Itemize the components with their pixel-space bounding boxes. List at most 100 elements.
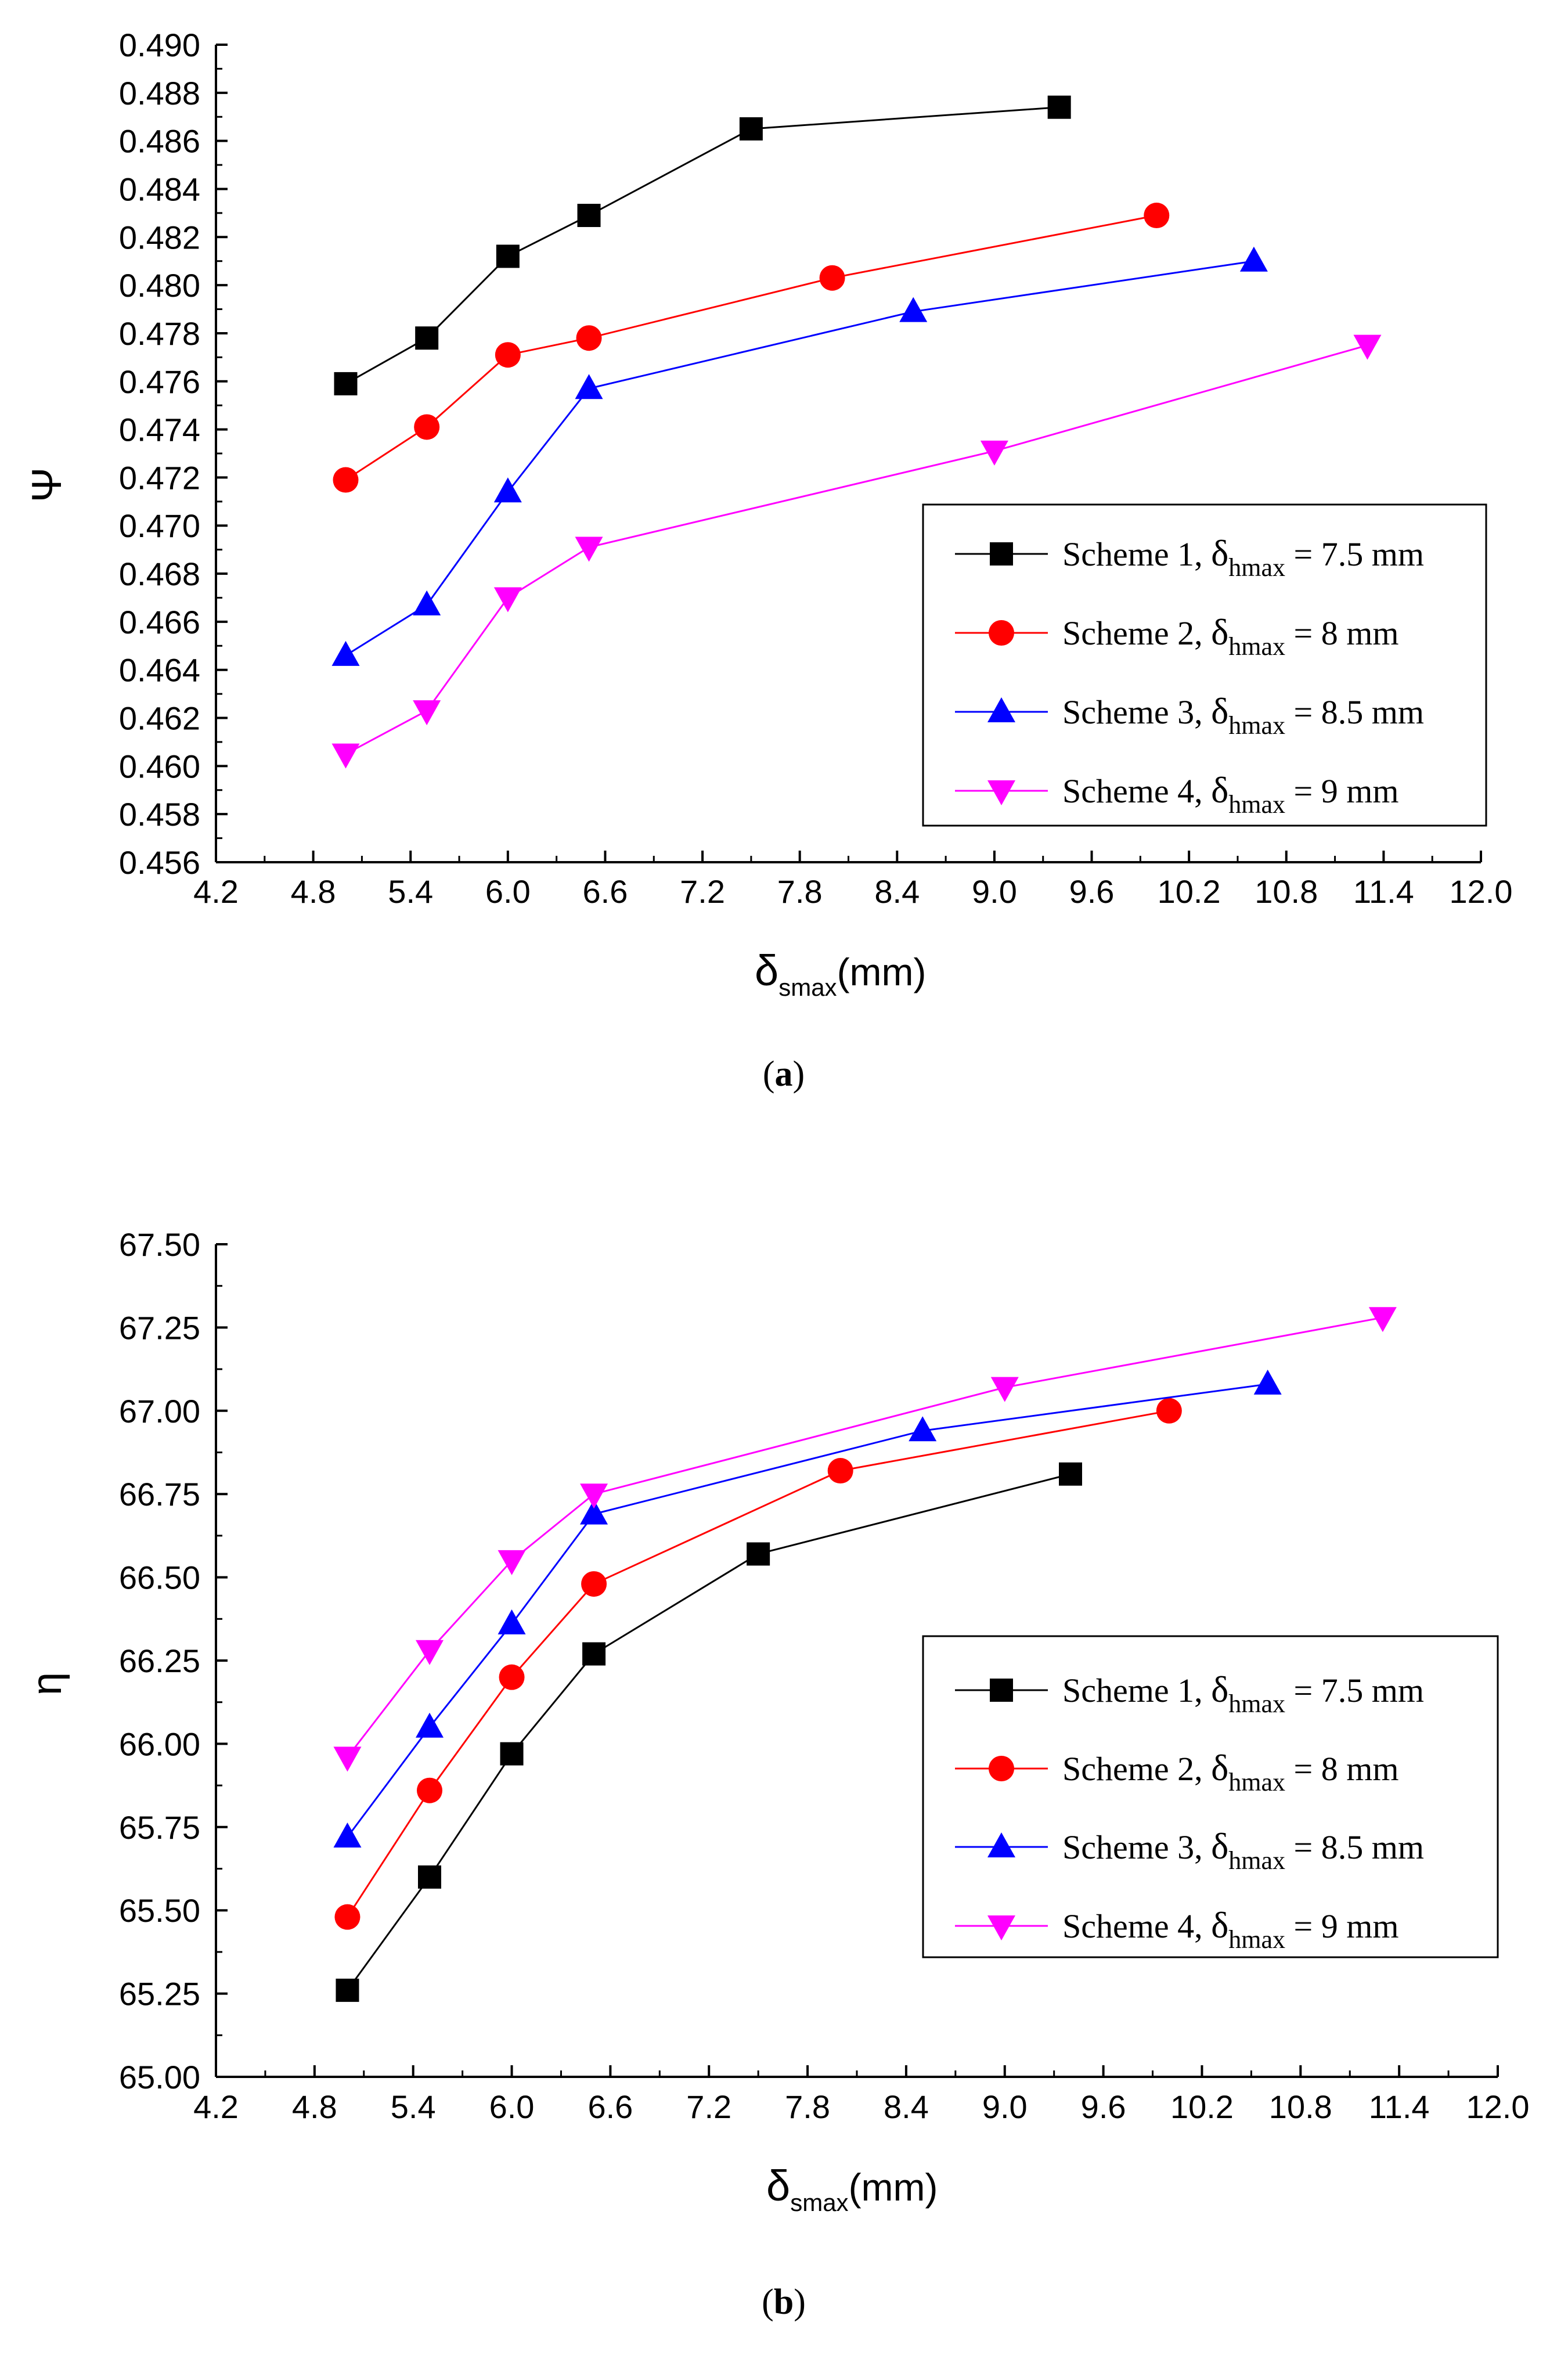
- legend-box: [922, 503, 1487, 827]
- y-tick-label-text: 0.456: [119, 844, 200, 881]
- y-tick-label-text: 0.486: [119, 123, 200, 160]
- x-tick-label: 6.6: [583, 873, 628, 910]
- series-1: [336, 1462, 1082, 2002]
- legend-swatch-marker: [990, 1679, 1013, 1702]
- series-1-point: [496, 244, 520, 268]
- legend-entry: Scheme 1, δhmax = 7.5 mm: [1062, 1669, 1424, 1718]
- y-tick-label: 66.50: [119, 1560, 200, 1596]
- x-axis-label: δsmax(mm): [755, 946, 926, 1001]
- y-tick-label-text: 0.484: [119, 171, 200, 207]
- x-tick-label-text: 10.8: [1269, 2088, 1332, 2125]
- y-tick-label: 0.480: [119, 267, 200, 304]
- x-tick-label: 6.0: [489, 2088, 535, 2125]
- y-axis-label-text: Ψ: [24, 467, 70, 502]
- series-2-point: [333, 467, 359, 493]
- y-tick-label-text: 0.470: [119, 507, 200, 544]
- x-tick-label-text: 4.2: [193, 2088, 239, 2125]
- x-axis-label: δsmax(mm): [766, 2162, 938, 2216]
- y-tick-label-text: 66.75: [119, 1476, 200, 1512]
- series-4-point: [331, 743, 360, 769]
- y-tick-label-text: 0.482: [119, 219, 200, 255]
- x-tick-label-text: 12.0: [1466, 2088, 1530, 2125]
- x-tick-label-text: 8.4: [884, 2088, 929, 2125]
- series-3-point: [575, 374, 603, 399]
- y-tick-label-text: 0.468: [119, 556, 200, 592]
- series-2-point: [417, 1777, 442, 1803]
- x-tick-label: 9.6: [1081, 2088, 1126, 2125]
- x-tick-label-text: 6.0: [485, 873, 531, 910]
- y-tick-label-text: 65.00: [119, 2059, 200, 2095]
- x-tick-label-text: 6.0: [489, 2088, 535, 2125]
- panel-label-close: ): [794, 2282, 806, 2322]
- legend-swatch-marker: [989, 1756, 1014, 1781]
- series-4-point: [990, 1377, 1019, 1402]
- y-tick-label-text: 66.00: [119, 1726, 200, 1762]
- series-1-point: [334, 372, 358, 395]
- series-1-point: [582, 1642, 606, 1666]
- y-tick-label-text: 65.75: [119, 1809, 200, 1846]
- y-axis-label-text: η: [24, 1672, 70, 1695]
- series-2-point: [495, 342, 521, 368]
- legend-entry: Scheme 3, δhmax = 8.5 mm: [1062, 1825, 1424, 1875]
- x-tick-label: 6.0: [485, 873, 531, 910]
- y-tick-label: 0.478: [119, 315, 200, 352]
- series-3-point: [1239, 246, 1268, 272]
- y-tick-label-text: 67.25: [119, 1309, 200, 1346]
- legend-entry-delta: δ: [1211, 769, 1228, 811]
- legend-entry-name: Scheme 3,: [1062, 1828, 1211, 1866]
- x-tick-label-text: 9.0: [972, 873, 1017, 910]
- x-tick-label: 7.8: [777, 873, 823, 910]
- x-tick-label: 8.4: [874, 873, 920, 910]
- x-axis-label-unit: (mm): [849, 2166, 938, 2209]
- y-tick-label-text: 0.464: [119, 652, 200, 689]
- legend-entry: Scheme 4, δhmax = 9 mm: [1062, 1904, 1398, 1954]
- y-axis-label: Ψ: [24, 467, 70, 502]
- x-tick-label-text: 12.0: [1450, 873, 1513, 910]
- legend-entry-subscript: hmax: [1228, 1925, 1285, 1954]
- legend-swatch-marker: [987, 697, 1015, 722]
- series-3-point: [580, 1499, 608, 1525]
- y-tick-label-text: 66.50: [119, 1560, 200, 1596]
- series-4-point: [416, 1640, 444, 1665]
- x-axis-label-unit: (mm): [837, 950, 927, 993]
- y-tick-label-text: 0.472: [119, 459, 200, 496]
- y-tick-label: 0.468: [119, 556, 200, 592]
- series-1-point: [747, 1542, 770, 1566]
- legend-entry-name: Scheme 2,: [1062, 1750, 1211, 1788]
- series-1: [334, 95, 1071, 395]
- x-tick-label-text: 9.0: [982, 2088, 1028, 2125]
- y-tick-label-text: 0.490: [119, 27, 200, 63]
- panel-label-close: ): [793, 1054, 805, 1094]
- x-tick-label-text: 5.4: [391, 2088, 436, 2125]
- legend-entry: Scheme 4, δhmax = 9 mm: [1062, 769, 1398, 819]
- x-tick-label: 4.8: [291, 873, 336, 910]
- y-tick-label: 66.25: [119, 1643, 200, 1679]
- series-3-point: [498, 1609, 526, 1634]
- series-2-point: [827, 1458, 853, 1484]
- x-tick-label: 12.0: [1450, 873, 1513, 910]
- y-tick-label: 67.00: [119, 1393, 200, 1429]
- y-tick-label-text: 0.460: [119, 748, 200, 784]
- panel-label: (b): [762, 2282, 806, 2322]
- y-tick-label: 65.00: [119, 2059, 200, 2095]
- y-tick-label: 67.25: [119, 1309, 200, 1346]
- series-4-point: [575, 536, 603, 562]
- x-tick-label-text: 4.2: [193, 873, 239, 910]
- x-tick-label: 7.2: [680, 873, 725, 910]
- legend-entry-value: = 8 mm: [1285, 614, 1398, 652]
- legend-entry-value: = 8.5 mm: [1285, 1828, 1424, 1866]
- y-tick-label: 0.482: [119, 219, 200, 255]
- y-tick-label-text: 0.488: [119, 75, 200, 111]
- y-tick-label-text: 0.474: [119, 412, 200, 448]
- series-4-point: [413, 700, 441, 726]
- legend-entry-delta: δ: [1211, 690, 1228, 732]
- legend-entry-subscript: hmax: [1228, 632, 1285, 661]
- x-tick-label: 10.8: [1269, 2088, 1332, 2125]
- y-tick-label: 0.464: [119, 652, 200, 689]
- x-tick-label-text: 4.8: [292, 2088, 337, 2125]
- x-tick-label: 4.2: [193, 873, 239, 910]
- x-tick-label: 10.8: [1255, 873, 1318, 910]
- series-4-point: [333, 1746, 362, 1772]
